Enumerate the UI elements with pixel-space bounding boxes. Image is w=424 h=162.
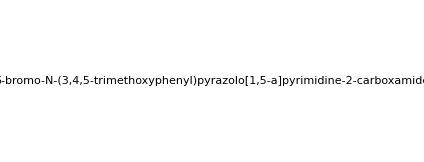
- Text: 6-bromo-N-(3,4,5-trimethoxyphenyl)pyrazolo[1,5-a]pyrimidine-2-carboxamide: 6-bromo-N-(3,4,5-trimethoxyphenyl)pyrazo…: [0, 76, 424, 86]
